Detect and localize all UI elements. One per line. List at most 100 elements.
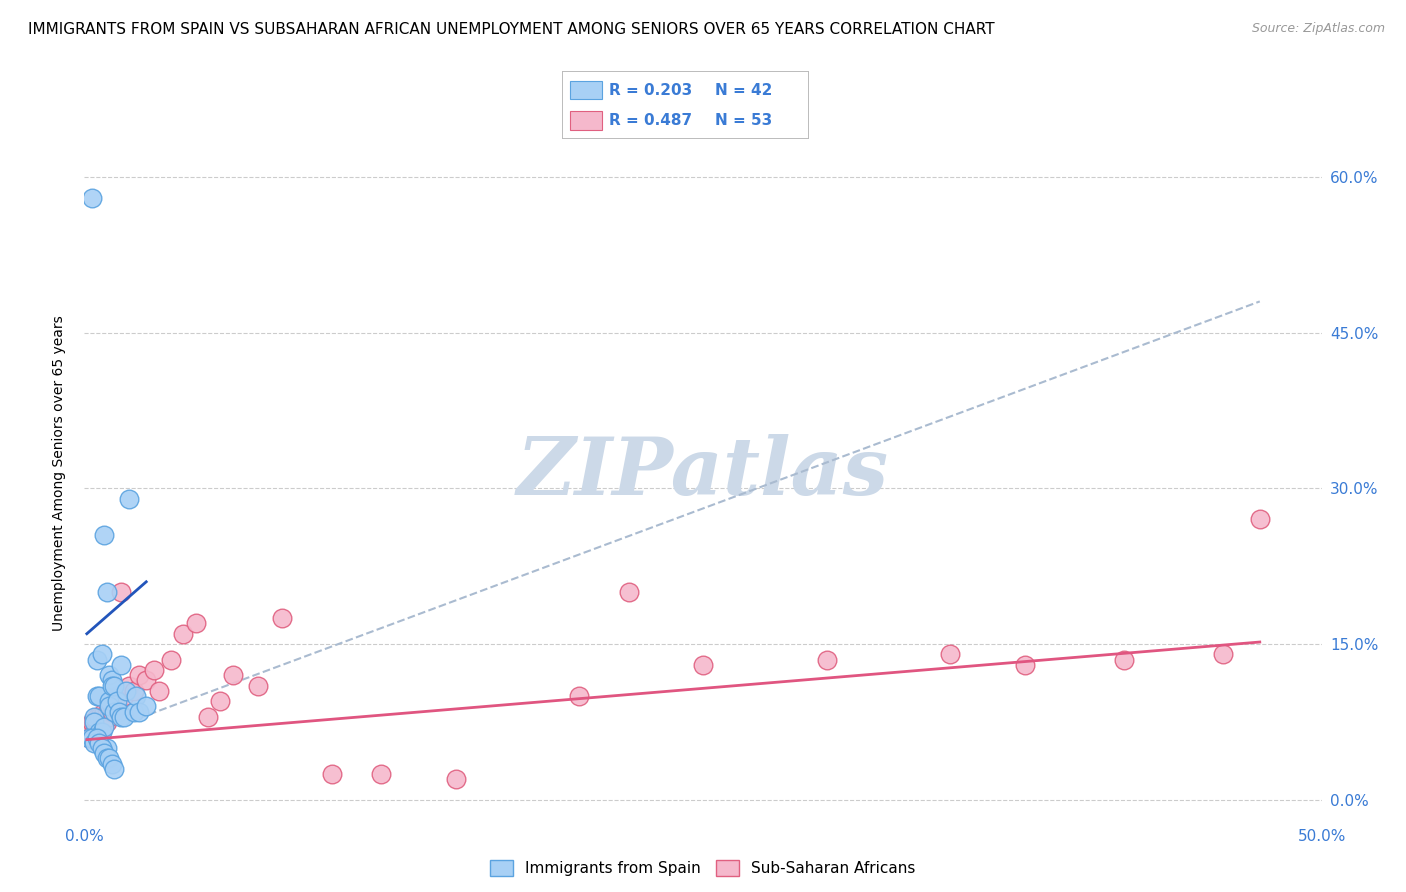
Point [160, 653, 183, 667]
Bar [569, 81, 602, 99]
Text: R = 0.487: R = 0.487 [609, 113, 692, 128]
Point [100, 679, 122, 693]
Point [370, 767, 392, 781]
Point [80, 190, 103, 204]
Point [103, 705, 125, 719]
Point [93, 720, 115, 734]
Point [110, 710, 132, 724]
Point [86, 714, 108, 729]
Point [184, 616, 207, 631]
Bar [569, 112, 602, 130]
Point [79, 731, 101, 745]
Text: Source: ZipAtlas.com: Source: ZipAtlas.com [1251, 22, 1385, 36]
Point [98, 699, 121, 714]
Point [105, 694, 128, 708]
Point [96, 705, 118, 719]
Point [79, 731, 101, 745]
Y-axis label: Unemployment Among Seniors over 65 years: Unemployment Among Seniors over 65 years [52, 315, 66, 631]
Point [93, 746, 115, 760]
Point [1112, 653, 1135, 667]
Point [444, 772, 467, 786]
Point [86, 710, 108, 724]
Point [112, 689, 135, 703]
Point [93, 714, 115, 729]
Point [83, 736, 105, 750]
Text: IMMIGRANTS FROM SPAIN VS SUBSAHARAN AFRICAN UNEMPLOYMENT AMONG SENIORS OVER 65 Y: IMMIGRANTS FROM SPAIN VS SUBSAHARAN AFRI… [28, 22, 995, 37]
Point [103, 694, 125, 708]
Point [89, 710, 111, 724]
Point [100, 756, 122, 771]
Point [100, 673, 122, 688]
Point [83, 731, 105, 745]
Point [105, 689, 128, 703]
Text: N = 42: N = 42 [714, 83, 772, 97]
Point [103, 762, 125, 776]
Point [197, 710, 219, 724]
Point [125, 689, 148, 703]
Point [80, 731, 103, 745]
Point [90, 741, 112, 756]
Point [89, 736, 111, 750]
Point [148, 683, 170, 698]
Point [98, 710, 121, 724]
Text: R = 0.203: R = 0.203 [609, 83, 692, 97]
Point [98, 694, 121, 708]
Point [86, 653, 108, 667]
Point [80, 714, 103, 729]
Point [98, 668, 121, 682]
Point [122, 683, 145, 698]
Point [89, 689, 111, 703]
Point [118, 491, 141, 506]
Point [76, 725, 98, 739]
Point [96, 585, 118, 599]
Point [93, 528, 115, 542]
Point [617, 585, 640, 599]
Point [83, 714, 105, 729]
Point [79, 720, 101, 734]
Point [128, 668, 150, 682]
Point [86, 720, 108, 734]
Point [98, 751, 121, 765]
Point [96, 714, 118, 729]
Point [142, 663, 165, 677]
Point [80, 725, 103, 739]
Point [939, 648, 962, 662]
Point [90, 710, 112, 724]
Point [100, 705, 122, 719]
Point [112, 710, 135, 724]
Point [118, 679, 141, 693]
Point [110, 657, 132, 672]
Point [89, 725, 111, 739]
Point [90, 714, 112, 729]
Point [222, 668, 245, 682]
Text: ZIPatlas: ZIPatlas [517, 434, 889, 511]
Point [815, 653, 838, 667]
Point [96, 751, 118, 765]
Point [122, 705, 145, 719]
Point [83, 714, 105, 729]
Point [86, 731, 108, 745]
Point [89, 725, 111, 739]
Legend: Immigrants from Spain, Sub-Saharan Africans: Immigrants from Spain, Sub-Saharan Afric… [484, 855, 922, 882]
Point [135, 673, 157, 688]
Point [83, 725, 105, 739]
Point [103, 679, 125, 693]
Point [135, 699, 157, 714]
Point [271, 611, 294, 625]
Point [80, 720, 103, 734]
Point [86, 689, 108, 703]
Point [1249, 512, 1271, 526]
Point [83, 710, 105, 724]
Point [1212, 648, 1234, 662]
Point [128, 705, 150, 719]
Text: N = 53: N = 53 [714, 113, 772, 128]
Point [108, 705, 131, 719]
Point [96, 741, 118, 756]
Point [172, 626, 194, 640]
Point [90, 725, 112, 739]
Point [209, 694, 232, 708]
Point [692, 657, 714, 672]
Point [321, 767, 343, 781]
Point [568, 689, 591, 703]
Point [115, 683, 138, 698]
